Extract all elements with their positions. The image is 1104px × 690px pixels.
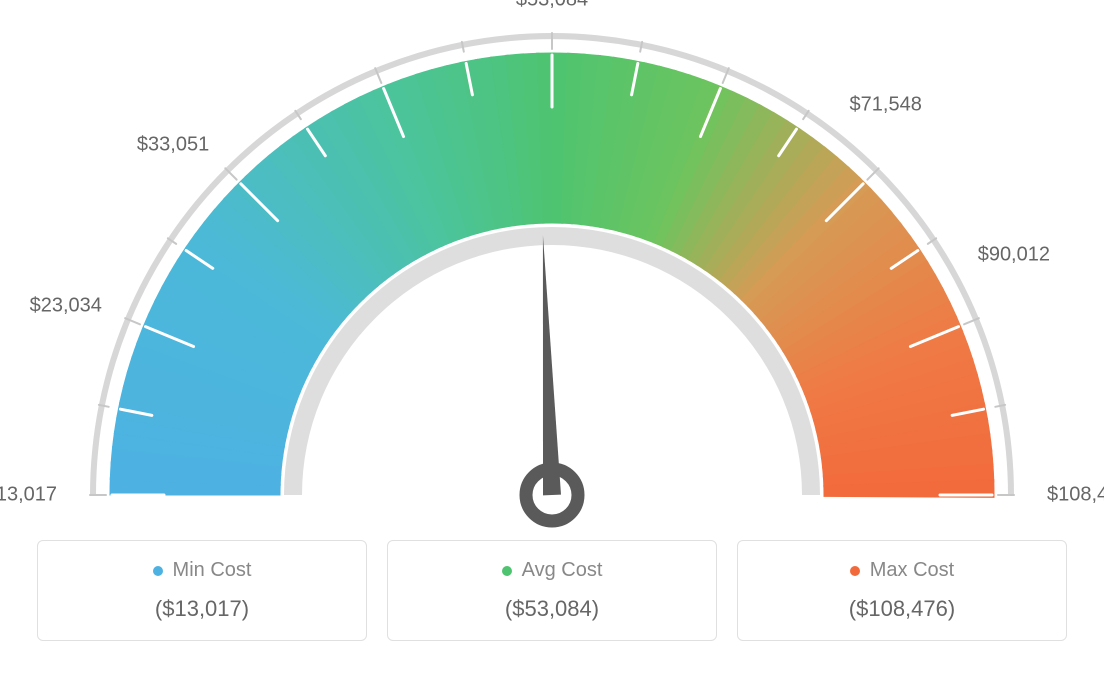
summary-card-value: ($13,017)	[155, 596, 249, 622]
summary-card-header: Max Cost	[850, 559, 954, 582]
legend-dot-icon	[850, 566, 860, 576]
gauge-scale-label: $33,051	[137, 133, 209, 156]
summary-card-label: Avg Cost	[522, 559, 603, 582]
summary-card: Max Cost ($108,476)	[737, 540, 1067, 641]
gauge-scale-label: $108,476	[1047, 484, 1104, 507]
gauge-scale-label: $13,017	[0, 484, 57, 507]
summary-card: Avg Cost ($53,084)	[387, 540, 717, 641]
summary-cards-row: Min Cost ($13,017) Avg Cost ($53,084) Max Co…	[0, 540, 1104, 641]
gauge-chart: $13,017 $23,034 $33,051 $53,084 $71,548 $90,0…	[0, 0, 1104, 540]
legend-dot-icon	[153, 566, 163, 576]
summary-card-value: ($108,476)	[849, 596, 955, 622]
gauge-scale-label: $53,084	[516, 0, 588, 12]
gauge-scale-label: $71,548	[850, 93, 922, 116]
summary-card-header: Avg Cost	[502, 559, 603, 582]
gauge-scale-label: $23,034	[30, 294, 102, 317]
summary-card-label: Min Cost	[173, 559, 252, 582]
summary-card-value: ($53,084)	[505, 596, 599, 622]
summary-card-header: Min Cost	[153, 559, 252, 582]
gauge-scale-label: $90,012	[978, 244, 1050, 267]
summary-card: Min Cost ($13,017)	[37, 540, 367, 641]
legend-dot-icon	[502, 566, 512, 576]
gauge-svg	[0, 0, 1104, 540]
summary-card-label: Max Cost	[870, 559, 954, 582]
